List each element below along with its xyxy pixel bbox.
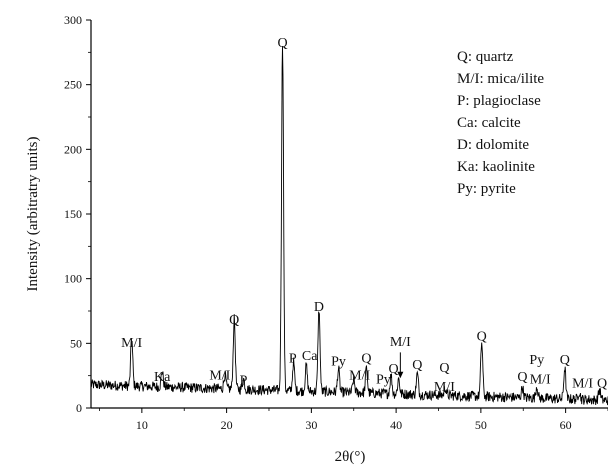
- legend-entry: M/I: mica/ilite: [457, 71, 544, 87]
- legend-entry: D: dolomite: [457, 137, 529, 153]
- peak-label: Py: [331, 354, 346, 369]
- peak-label: M/I: [530, 372, 551, 387]
- peak-label: M/I: [209, 369, 230, 384]
- peak-label: Q: [389, 362, 399, 377]
- x-tick-label: 20: [221, 418, 233, 432]
- peak-label: Q: [361, 352, 371, 367]
- peak-label: Q: [412, 358, 422, 373]
- peak-label: P: [289, 352, 297, 367]
- x-tick-label: 40: [390, 418, 402, 432]
- y-tick-label: 250: [64, 78, 82, 92]
- y-tick-label: 100: [64, 272, 82, 286]
- peak-label: M/I: [572, 376, 593, 391]
- legend-entry: Py: pyrite: [457, 181, 516, 197]
- peak-label: Q: [277, 36, 287, 51]
- peak-label: P: [240, 374, 248, 389]
- peak-label: M/I: [434, 380, 455, 395]
- peak-label: Py: [529, 353, 544, 368]
- x-tick-label: 60: [560, 418, 572, 432]
- peak-label: D: [314, 300, 324, 315]
- y-tick-label: 200: [64, 142, 82, 156]
- legend-entry: P: plagioclase: [457, 93, 541, 109]
- legend-entry: Ka: kaolinite: [457, 159, 535, 175]
- peak-label: Py: [376, 372, 391, 387]
- peak-label: M/I: [390, 335, 411, 350]
- y-tick-label: 50: [70, 336, 82, 350]
- y-tick-label: 300: [64, 13, 82, 27]
- x-tick-label: 30: [305, 418, 317, 432]
- axes: 0 50 100 150 200 250 300 10 20 30 40 50 60: [64, 13, 608, 432]
- diffraction-series-line: [90, 45, 608, 406]
- peak-arrowhead: [397, 371, 404, 379]
- peak-label: Q: [560, 353, 570, 368]
- legend: Q: quartz M/I: mica/ilite P: plagioclase Ca…: [457, 49, 544, 197]
- y-tick-label: 150: [64, 207, 82, 221]
- peak-label: Q: [229, 313, 239, 328]
- peak-label: Ca: [302, 349, 318, 364]
- peak-label: M/I: [121, 336, 142, 351]
- legend-entry: Q: quartz: [457, 49, 514, 65]
- x-tick-label: 50: [475, 418, 487, 432]
- peak-label: Q: [439, 361, 449, 376]
- peak-label: Q: [517, 370, 527, 385]
- peak-label: Q: [597, 376, 607, 391]
- peak-label: M/I: [349, 369, 370, 384]
- peak-label: Ka: [154, 370, 171, 385]
- plot-area: [90, 45, 608, 406]
- y-tick-label: 0: [76, 401, 82, 415]
- x-axis-title: 2θ(°): [335, 449, 366, 465]
- legend-entry: Ca: calcite: [457, 115, 521, 131]
- x-tick-label: 10: [136, 418, 148, 432]
- y-axis-title: Intensity (arbitratry units): [25, 137, 41, 292]
- peak-label: Q: [477, 330, 487, 345]
